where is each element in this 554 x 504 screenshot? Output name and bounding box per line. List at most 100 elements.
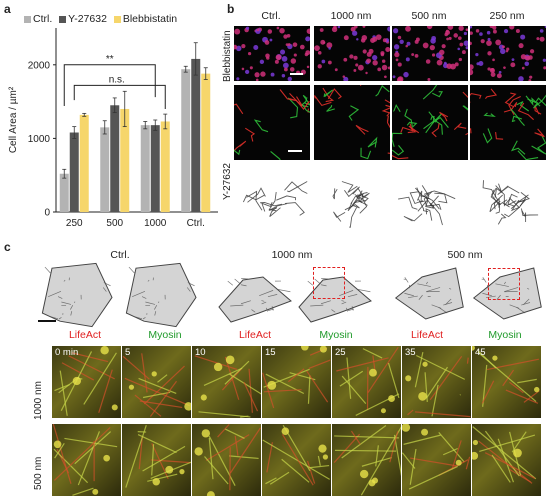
fiber	[497, 438, 515, 483]
cell-outline	[344, 204, 360, 211]
stress-fiber	[266, 307, 268, 312]
cytoskeleton-fiber	[253, 119, 269, 133]
cell-outline	[287, 181, 308, 193]
cell-nucleus	[365, 71, 368, 75]
focal-adhesion	[301, 346, 309, 351]
cell-nucleus	[536, 37, 540, 41]
cell-nucleus	[387, 26, 390, 32]
timelapse-row-label-500nm: 500 nm	[33, 456, 44, 490]
stress-fiber	[503, 281, 506, 285]
cell-nucleus	[521, 66, 525, 70]
scale-bar	[38, 320, 56, 322]
cell-outline	[409, 191, 424, 205]
cell-nucleus	[475, 29, 480, 33]
bar	[140, 125, 150, 212]
fiber	[451, 440, 462, 470]
cell-outline	[520, 208, 539, 216]
cell-nucleus	[293, 53, 297, 57]
stress-fiber	[341, 301, 347, 305]
focal-adhesion	[194, 447, 203, 456]
fiber	[204, 456, 229, 485]
cell-nucleus	[283, 34, 288, 39]
focal-adhesion	[405, 375, 412, 382]
cell-outline	[510, 192, 530, 210]
cell-nucleus	[429, 44, 435, 51]
cell-nucleus	[503, 29, 509, 34]
cell-nucleus	[431, 35, 437, 41]
fiber	[393, 434, 401, 477]
y-axis-label: Cell Area / µm²	[8, 86, 19, 153]
focal-adhesion	[380, 408, 386, 414]
cytoskeleton-fiber	[484, 88, 498, 99]
micrograph-y27632-gray-1000nm	[313, 162, 391, 238]
cell-outline	[495, 185, 511, 207]
stress-fiber	[128, 266, 135, 274]
focal-adhesion	[371, 477, 379, 484]
fiber	[61, 362, 95, 381]
timelapse-strip-500nm	[52, 424, 542, 496]
cell-nucleus	[366, 51, 372, 57]
cell-nucleus	[406, 41, 411, 46]
cell-nucleus	[425, 59, 431, 64]
cell-nucleus	[285, 43, 289, 46]
cell-outline	[269, 206, 281, 217]
fiber	[205, 434, 250, 462]
bar	[120, 108, 130, 212]
cell-nucleus	[478, 61, 484, 66]
fiber	[350, 430, 361, 445]
fiber	[122, 355, 150, 380]
fiber	[64, 437, 118, 448]
timelapse-image	[194, 424, 261, 496]
fiber	[203, 367, 243, 387]
cell-nucleus	[281, 56, 288, 62]
fiber	[481, 380, 495, 404]
cytoskeleton-fiber	[367, 136, 378, 148]
cell-outline	[425, 208, 433, 221]
fiber	[308, 359, 331, 369]
cell-nucleus	[372, 36, 378, 42]
fiber	[387, 362, 400, 399]
focal-adhesion	[165, 465, 174, 474]
cell-outline	[341, 181, 358, 193]
cell-nucleus	[380, 52, 385, 57]
stress-fiber	[49, 316, 59, 320]
cell-nucleus	[396, 77, 403, 81]
fiber	[465, 456, 471, 470]
stress-fiber	[341, 300, 345, 302]
cell-nucleus	[542, 58, 546, 62]
cell-nucleus	[349, 54, 354, 59]
cell-outline	[414, 187, 440, 210]
cell-nucleus	[306, 28, 310, 34]
stress-fiber	[418, 294, 423, 300]
fiber	[142, 445, 186, 472]
focal-adhesion	[472, 451, 479, 460]
cell-nucleus	[511, 58, 515, 62]
fiber	[134, 394, 162, 417]
col-label-1000nm: 1000 nm	[330, 10, 372, 22]
cell-nucleus	[283, 62, 289, 69]
cell-nucleus	[264, 40, 270, 45]
cell-nucleus	[490, 72, 496, 77]
focal-adhesion	[72, 376, 82, 386]
cytoskeleton-fiber	[234, 103, 244, 115]
focal-adhesion	[513, 448, 522, 458]
timelapse-image	[125, 425, 191, 488]
cell-nucleus	[244, 69, 250, 75]
cell-nucleus	[476, 62, 480, 66]
cell-nucleus	[343, 35, 349, 41]
cell-nucleus	[289, 67, 295, 72]
cell-nucleus	[245, 26, 250, 30]
cytoskeleton-fiber	[510, 140, 526, 155]
focal-adhesion	[100, 346, 109, 355]
cytoskeleton-fiber	[425, 113, 442, 134]
cytoskeleton-fiber	[422, 85, 438, 100]
cell-nucleus	[447, 26, 454, 30]
cell-nucleus	[520, 34, 526, 40]
cell-nucleus	[305, 36, 310, 42]
cell-nucleus	[439, 49, 445, 56]
cell-nucleus	[355, 63, 359, 67]
zoom-region-box	[313, 267, 345, 299]
cytoskeleton-fiber	[495, 132, 504, 140]
cell-nucleus	[290, 58, 297, 64]
focal-adhesion	[534, 386, 540, 393]
